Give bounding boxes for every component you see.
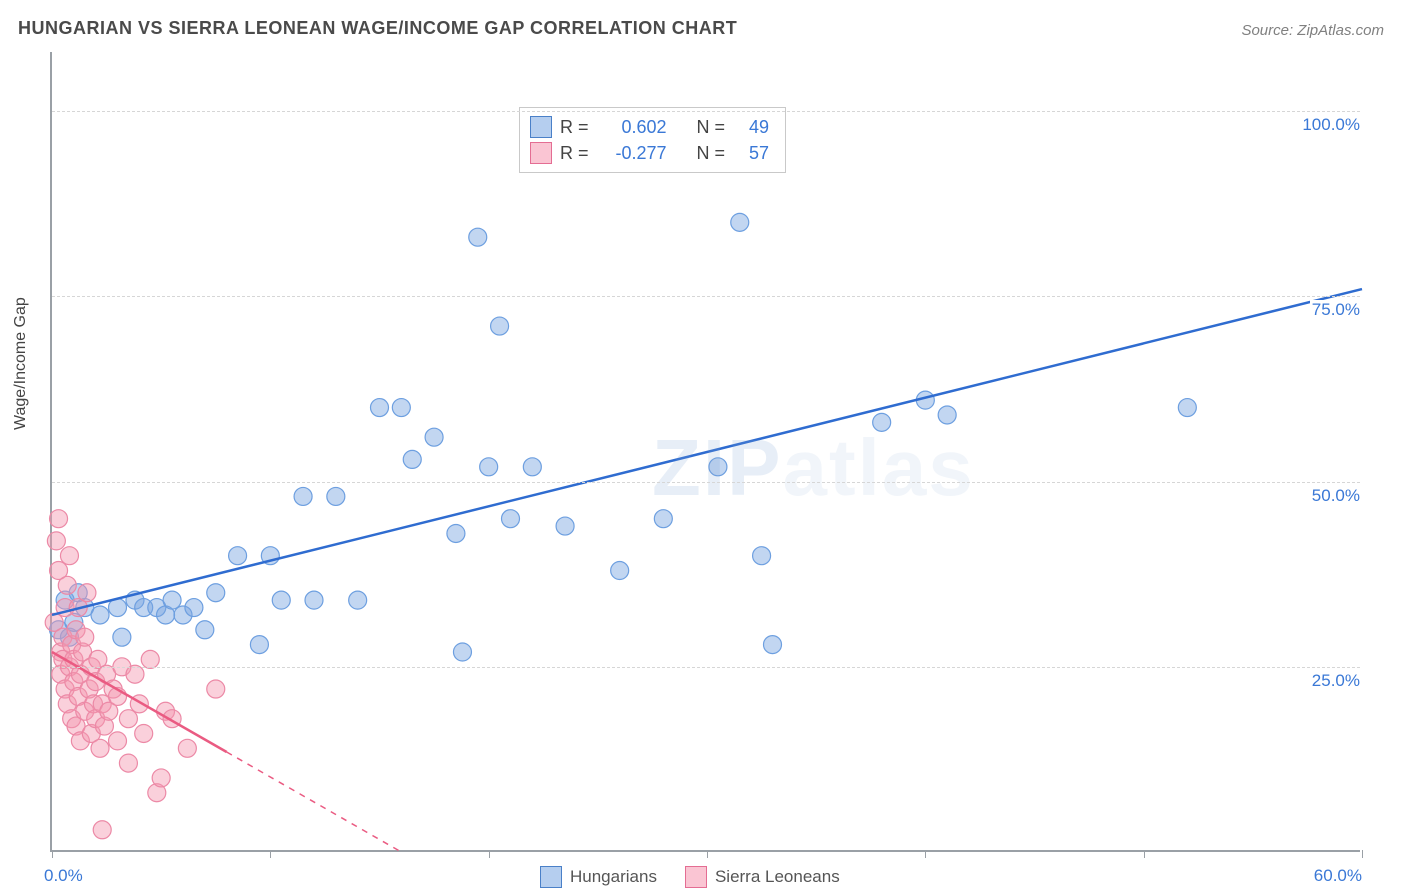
data-point	[207, 680, 225, 698]
x-tick	[270, 850, 271, 858]
data-point	[152, 769, 170, 787]
source-credit: Source: ZipAtlas.com	[1241, 22, 1384, 39]
data-point	[731, 213, 749, 231]
x-tick	[925, 850, 926, 858]
n-value-blue: 49	[733, 117, 769, 138]
gridline	[52, 296, 1360, 297]
y-tick-label: 50.0%	[1310, 486, 1362, 506]
legend-stats-row: R = 0.602 N = 49	[530, 114, 769, 140]
data-point	[523, 458, 541, 476]
data-point	[403, 450, 421, 468]
x-tick	[707, 850, 708, 858]
data-point	[119, 710, 137, 728]
data-point	[753, 547, 771, 565]
data-point	[135, 724, 153, 742]
data-point	[764, 636, 782, 654]
data-point	[327, 487, 345, 505]
legend-series-box: Hungarians Sierra Leoneans	[540, 866, 840, 888]
n-label: N =	[697, 117, 726, 138]
r-label: R =	[560, 117, 589, 138]
swatch-blue-icon	[540, 866, 562, 888]
data-point	[480, 458, 498, 476]
legend-stats-row: R = -0.277 N = 57	[530, 140, 769, 166]
x-tick	[489, 850, 490, 858]
x-tick	[52, 850, 53, 858]
data-point	[78, 584, 96, 602]
data-point	[91, 739, 109, 757]
data-point	[305, 591, 323, 609]
y-axis-label: Wage/Income Gap	[12, 297, 30, 430]
data-point	[453, 643, 471, 661]
data-point	[185, 599, 203, 617]
x-tick	[1144, 850, 1145, 858]
data-point	[126, 665, 144, 683]
swatch-blue-icon	[530, 116, 552, 138]
legend-item: Sierra Leoneans	[685, 866, 840, 888]
r-value-blue: 0.602	[597, 117, 667, 138]
data-point	[109, 732, 127, 750]
data-point	[447, 524, 465, 542]
data-point	[294, 487, 312, 505]
data-point	[91, 606, 109, 624]
data-point	[272, 591, 290, 609]
chart-title: HUNGARIAN VS SIERRA LEONEAN WAGE/INCOME …	[18, 18, 737, 39]
y-tick-label: 100.0%	[1300, 115, 1362, 135]
data-point	[178, 739, 196, 757]
x-tick	[1362, 850, 1363, 858]
legend-item: Hungarians	[540, 866, 657, 888]
data-point	[47, 532, 65, 550]
data-point	[196, 621, 214, 639]
regression-line	[52, 289, 1362, 615]
legend-stats-box: R = 0.602 N = 49 R = -0.277 N = 57	[519, 107, 786, 173]
data-point	[709, 458, 727, 476]
n-label: N =	[697, 143, 726, 164]
data-point	[58, 576, 76, 594]
x-axis-max-label: 60.0%	[1314, 866, 1362, 886]
data-point	[60, 547, 78, 565]
data-point	[654, 510, 672, 528]
swatch-pink-icon	[685, 866, 707, 888]
data-point	[371, 399, 389, 417]
legend-label: Sierra Leoneans	[715, 867, 840, 887]
data-point	[425, 428, 443, 446]
swatch-pink-icon	[530, 142, 552, 164]
data-point	[873, 413, 891, 431]
data-point	[229, 547, 247, 565]
r-label: R =	[560, 143, 589, 164]
gridline	[52, 667, 1360, 668]
regression-line-dashed	[227, 752, 402, 852]
data-point	[491, 317, 509, 335]
y-tick-label: 25.0%	[1310, 671, 1362, 691]
data-point	[611, 562, 629, 580]
data-point	[502, 510, 520, 528]
data-point	[163, 591, 181, 609]
legend-label: Hungarians	[570, 867, 657, 887]
r-value-pink: -0.277	[597, 143, 667, 164]
data-point	[93, 821, 111, 839]
n-value-pink: 57	[733, 143, 769, 164]
x-axis-min-label: 0.0%	[44, 866, 83, 886]
data-point	[469, 228, 487, 246]
gridline	[52, 111, 1360, 112]
data-point	[141, 650, 159, 668]
data-point	[113, 628, 131, 646]
data-point	[1178, 399, 1196, 417]
data-point	[938, 406, 956, 424]
data-point	[250, 636, 268, 654]
gridline	[52, 482, 1360, 483]
plot-area: ZIPatlas R = 0.602 N = 49 R = -0.277 N =…	[50, 52, 1360, 852]
data-point	[392, 399, 410, 417]
data-point	[207, 584, 225, 602]
data-point	[50, 510, 68, 528]
data-point	[76, 628, 94, 646]
data-point	[349, 591, 367, 609]
data-point	[119, 754, 137, 772]
y-tick-label: 75.0%	[1310, 300, 1362, 320]
data-point	[556, 517, 574, 535]
